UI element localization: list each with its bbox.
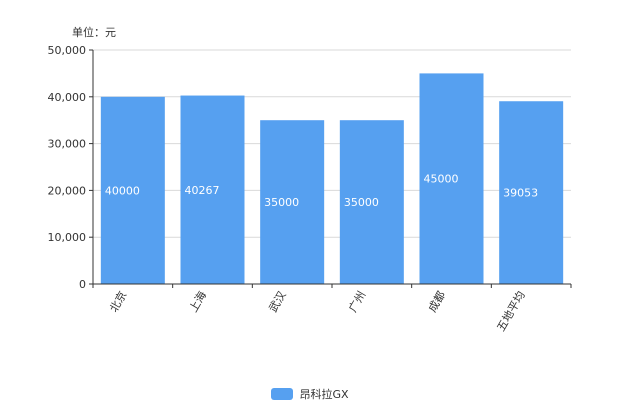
bar bbox=[180, 95, 245, 284]
y-tick-label: 50,000 bbox=[48, 44, 87, 57]
y-tick-label: 40,000 bbox=[48, 91, 87, 104]
legend[interactable]: 昂科拉GX bbox=[0, 386, 620, 402]
bar bbox=[499, 101, 564, 284]
data-label: 45000 bbox=[424, 173, 459, 186]
bar bbox=[419, 73, 484, 285]
x-tick-label: 五地平均 bbox=[495, 289, 528, 334]
legend-swatch bbox=[271, 388, 294, 400]
bar bbox=[260, 120, 325, 284]
data-label: 40000 bbox=[105, 184, 140, 197]
bars bbox=[100, 73, 564, 285]
data-label: 39053 bbox=[503, 187, 538, 200]
x-tick-label: 广州 bbox=[346, 289, 368, 315]
grid-lines bbox=[93, 49, 571, 238]
data-label: 40267 bbox=[185, 184, 220, 197]
bar bbox=[100, 96, 165, 284]
y-tick-label: 10,000 bbox=[48, 231, 87, 244]
bar bbox=[339, 120, 404, 284]
x-tick-label: 北京 bbox=[106, 289, 129, 315]
unit-label: 单位：元 bbox=[72, 26, 116, 39]
x-tick-label: 上海 bbox=[186, 289, 209, 315]
data-label: 35000 bbox=[264, 196, 299, 209]
x-tick-label: 成都 bbox=[426, 289, 448, 315]
legend-label: 昂科拉GX bbox=[299, 388, 349, 401]
x-tick-label: 武汉 bbox=[267, 289, 289, 315]
y-tick-label: 0 bbox=[79, 278, 86, 291]
y-tick-label: 30,000 bbox=[48, 138, 87, 151]
y-tick-label: 20,000 bbox=[48, 184, 87, 197]
data-label: 35000 bbox=[344, 196, 379, 209]
data-labels: 40000 40267 35000 35000 45000 39053 bbox=[105, 173, 538, 209]
